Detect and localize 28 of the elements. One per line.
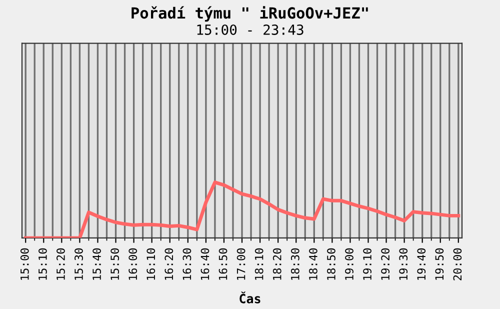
x-tick-label: 15:20 bbox=[56, 248, 65, 280]
x-tick-label: 15:00 bbox=[20, 248, 29, 280]
x-tick-label: 19:30 bbox=[399, 248, 408, 280]
x-tick-label: 16:30 bbox=[182, 248, 192, 280]
x-tick-label: 19:40 bbox=[417, 248, 426, 280]
x-tick-label: 18:20 bbox=[272, 248, 282, 280]
x-axis-title: Čas bbox=[240, 292, 260, 304]
x-tick-label: 19:50 bbox=[435, 248, 444, 280]
x-tick-label: 15:10 bbox=[38, 248, 47, 280]
x-tick-label: 15:40 bbox=[92, 248, 101, 280]
chart-subtitle: 15:00 - 23:43 bbox=[197, 24, 304, 35]
x-tick-label: 18:30 bbox=[290, 248, 300, 280]
x-tick-label: 16:50 bbox=[218, 248, 228, 280]
x-tick-label: 18:40 bbox=[308, 248, 318, 280]
x-tick-label: 15:50 bbox=[110, 248, 120, 280]
chart-title: Pořadí týmu " iRuGoOv+JEZ" bbox=[132, 6, 368, 22]
x-tick-label: 19:00 bbox=[345, 248, 354, 280]
x-tick-label: 18:50 bbox=[327, 248, 336, 280]
x-tick-label: 18:10 bbox=[254, 248, 264, 280]
x-tick-label: 16:00 bbox=[128, 248, 138, 280]
x-tick-label: 19:10 bbox=[363, 248, 372, 280]
x-tick-label: 19:20 bbox=[381, 248, 390, 280]
x-tick-label: 16:10 bbox=[146, 248, 156, 280]
x-tick-label: 16:20 bbox=[164, 248, 174, 280]
x-tick-label: 15:30 bbox=[74, 248, 83, 280]
x-tick-label: 20:00 bbox=[453, 248, 462, 280]
x-tick-label: 17:00 bbox=[236, 248, 246, 280]
x-tick-label: 16:40 bbox=[200, 248, 210, 280]
